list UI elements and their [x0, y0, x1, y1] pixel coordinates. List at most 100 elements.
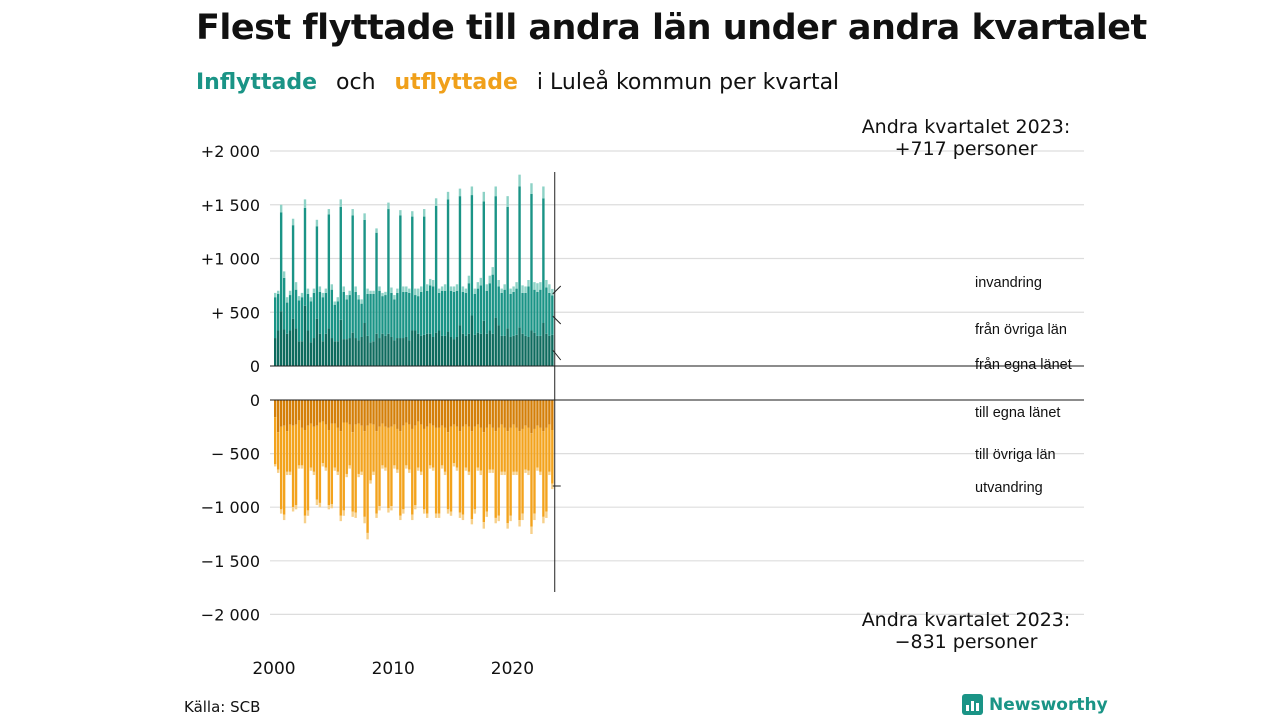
- bar-in-other: [464, 292, 468, 336]
- bar-in-other: [351, 215, 354, 333]
- bar-in-immigration: [354, 286, 357, 292]
- bar-in-immigration: [285, 297, 289, 303]
- bar-out-other: [437, 427, 441, 514]
- bar-out-other: [497, 427, 500, 516]
- bar-out-local: [360, 400, 363, 426]
- bar-out-local: [437, 400, 441, 428]
- bar-out-other: [288, 424, 292, 472]
- bar-in-other: [357, 299, 360, 341]
- bar-in-local: [330, 338, 334, 366]
- bar-out-local: [536, 400, 539, 426]
- bar-in-immigration: [315, 219, 319, 227]
- bar-out-emigration: [497, 515, 500, 522]
- bar-in-local: [485, 333, 488, 366]
- bar-out-emigration: [372, 471, 375, 476]
- bar-out-other: [351, 432, 354, 512]
- bar-in-local: [542, 323, 545, 366]
- bar-out-emigration: [420, 471, 423, 476]
- bar-out-emigration: [288, 471, 292, 476]
- bar-out-emigration: [524, 469, 527, 473]
- bar-out-other: [425, 426, 429, 514]
- bar-out-emigration: [279, 509, 283, 514]
- bar-out-other: [434, 427, 438, 514]
- bar-in-local: [533, 332, 536, 366]
- bar-out-other: [282, 425, 286, 515]
- bar-out-other: [327, 430, 331, 506]
- bar-in-local: [297, 341, 301, 366]
- bar-in-other: [506, 206, 509, 329]
- bar-in-immigration: [473, 288, 477, 294]
- bar-in-immigration: [405, 286, 408, 292]
- bar-out-local: [476, 400, 480, 425]
- bar-in-local: [345, 339, 348, 366]
- bar-out-local: [363, 400, 366, 432]
- series-label-fran-ovriga-lan: från övriga län: [975, 322, 1067, 338]
- bar-out-local: [357, 400, 360, 424]
- bar-out-emigration: [378, 506, 381, 511]
- bar-out-emigration: [476, 467, 480, 471]
- bar-out-local: [387, 400, 390, 428]
- bar-in-local: [488, 330, 491, 366]
- bar-out-local: [491, 400, 494, 428]
- bar-out-emigration: [545, 511, 548, 518]
- bar-in-other: [384, 295, 387, 336]
- bar-out-other: [315, 425, 319, 500]
- bar-out-emigration: [467, 471, 471, 476]
- bar-in-other: [515, 288, 518, 335]
- bar-out-other: [533, 428, 536, 514]
- bar-in-other: [423, 216, 426, 335]
- bar-in-immigration: [312, 288, 316, 293]
- bar-in-other: [518, 186, 521, 328]
- bar-out-local: [470, 400, 474, 432]
- bar-out-local: [548, 400, 551, 425]
- bar-in-immigration: [336, 297, 339, 302]
- bar-in-local: [351, 332, 354, 366]
- bar-in-other: [333, 304, 336, 342]
- bar-out-other: [443, 427, 447, 472]
- bar-in-immigration: [294, 282, 298, 290]
- bar-out-emigration: [384, 467, 387, 471]
- bar-out-emigration: [274, 464, 277, 467]
- bar-in-other: [414, 295, 417, 331]
- bar-out-local: [455, 400, 459, 427]
- bar-out-emigration: [494, 517, 497, 524]
- bar-in-other: [336, 301, 339, 342]
- bar-out-emigration: [455, 467, 459, 471]
- bar-out-emigration: [458, 512, 462, 518]
- bar-out-other: [402, 425, 405, 510]
- y-tick-label-in: +2 000: [201, 142, 260, 161]
- bar-out-local: [282, 400, 286, 426]
- bar-in-immigration: [399, 210, 402, 216]
- bar-in-local: [414, 330, 417, 366]
- bar-in-other: [387, 209, 390, 334]
- bar-in-local: [479, 333, 483, 366]
- bar-out-other: [548, 424, 551, 472]
- bar-in-local: [548, 335, 551, 366]
- newsworthy-logo-icon: [962, 694, 983, 715]
- bar-in-immigration: [274, 292, 277, 298]
- bar-out-other: [527, 427, 530, 471]
- leader-invandring: [552, 285, 562, 295]
- bar-in-other: [285, 302, 289, 334]
- bar-out-local: [452, 400, 456, 425]
- bar-in-immigration: [300, 292, 304, 298]
- bar-in-local: [482, 320, 485, 366]
- bar-out-local: [515, 400, 518, 428]
- bar-in-local: [464, 335, 468, 366]
- bar-out-emigration: [333, 467, 336, 471]
- bar-in-immigration: [318, 286, 322, 292]
- bar-in-local: [318, 333, 322, 366]
- bar-out-emigration: [393, 465, 396, 469]
- bar-in-other: [524, 292, 527, 336]
- bar-in-local: [536, 335, 539, 366]
- bar-out-emigration: [309, 467, 313, 471]
- bar-out-emigration: [381, 465, 384, 469]
- bar-out-local: [408, 400, 411, 425]
- bar-out-local: [414, 400, 417, 426]
- bar-in-other: [345, 299, 348, 340]
- bar-in-other: [494, 196, 497, 318]
- bar-in-other: [291, 225, 295, 319]
- bar-in-other: [375, 232, 378, 334]
- bar-in-immigration: [330, 284, 334, 290]
